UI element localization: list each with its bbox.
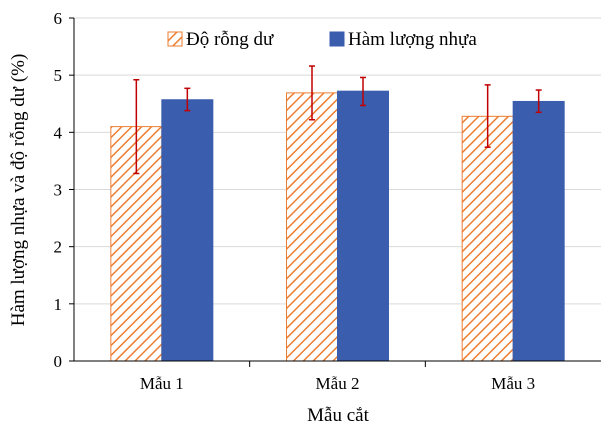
y-tick-labels: 0 1 2 3 4 5 6 bbox=[54, 9, 63, 371]
y-tick-label: 1 bbox=[54, 295, 63, 314]
axes bbox=[69, 17, 601, 367]
x-tick-label: Mẫu 3 bbox=[491, 374, 535, 393]
error-bars bbox=[133, 65, 542, 175]
y-axis-title: Hàm lượng nhựa và độ rỗng dư (%) bbox=[8, 54, 29, 327]
y-tick-label: 5 bbox=[54, 66, 63, 85]
legend-label-do-rong-du: Độ rỗng dư bbox=[186, 29, 274, 50]
bar-do-rong-du bbox=[286, 92, 338, 362]
y-tick-label: 4 bbox=[54, 123, 63, 142]
legend-label-ham-luong-nhua: Hàm lượng nhựa bbox=[348, 29, 477, 50]
x-tick-label: Mẫu 2 bbox=[316, 374, 360, 393]
legend-swatch-ham-luong-nhua bbox=[329, 31, 345, 47]
y-tick-label: 3 bbox=[54, 181, 63, 200]
y-tick-label: 0 bbox=[54, 352, 63, 371]
x-tick-label: Mẫu 1 bbox=[140, 374, 184, 393]
x-tick-labels: Mẫu 1 Mẫu 2 Mẫu 3 bbox=[140, 374, 535, 393]
legend: Độ rỗng dư Hàm lượng nhựa bbox=[167, 29, 477, 50]
legend-swatch-do-rong-du bbox=[167, 31, 183, 47]
y-tick-label: 6 bbox=[54, 9, 63, 28]
bar-ham-luong-nhua bbox=[337, 90, 389, 362]
bar-ham-luong-nhua bbox=[512, 100, 565, 362]
bar-ham-luong-nhua bbox=[161, 99, 214, 362]
bars bbox=[110, 90, 565, 362]
bar-do-rong-du bbox=[461, 115, 514, 362]
x-axis-title: Mẫu cắt bbox=[307, 405, 369, 426]
y-tick-label: 2 bbox=[54, 238, 63, 257]
